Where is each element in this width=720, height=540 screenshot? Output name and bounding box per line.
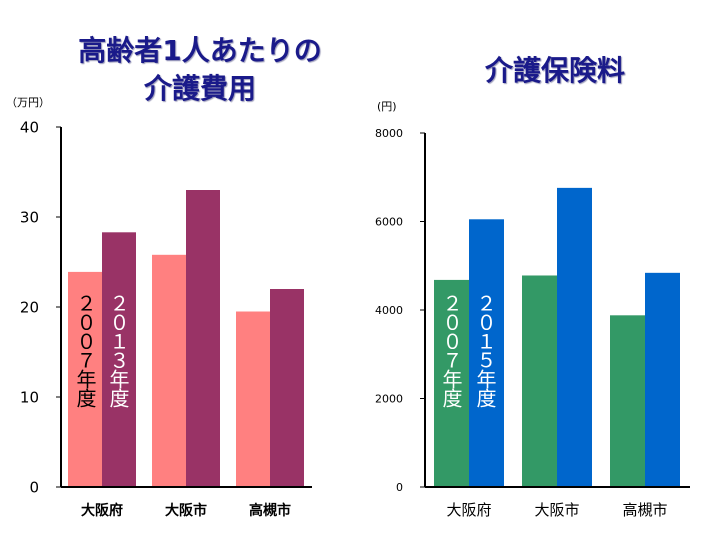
cost-title-line2: 介護費用 [143, 72, 256, 105]
cost-bar-2-1 [102, 232, 136, 487]
cost-y-tick-label: 0 [29, 478, 39, 496]
premium-chart-title: 介護保険料 [484, 54, 625, 87]
cost-bar-1-2 [152, 254, 186, 487]
cost-series-1-label: ２００７年度 [73, 293, 97, 407]
cost-series-2-label: ２０１３年度 [106, 293, 130, 407]
cost-chart-title: 高齢者1人あたりの 介護費用 [40, 32, 360, 108]
cost-title-line1: 高齢者1人あたりの [78, 34, 322, 67]
premium-bar-1-3 [610, 315, 645, 487]
cost-y-tick-label: 30 [20, 208, 39, 226]
cost-unit-label: （万円） [6, 96, 50, 109]
cost-y-tick-label: 20 [20, 298, 39, 316]
cost-bar-1-1 [68, 271, 102, 487]
premium-category-label: 大阪府 [446, 501, 491, 519]
premium-y-tick-label: 2000 [375, 392, 403, 405]
premium-bar-2-1 [469, 219, 504, 487]
premium-category-label: 大阪市 [534, 501, 579, 519]
premium-y-tick-label: 8000 [375, 127, 403, 140]
premium-y-tick-label: 4000 [375, 304, 403, 317]
cost-bar-2-3 [270, 289, 304, 487]
cost-y-tick-label: 10 [20, 388, 39, 406]
premium-bar-2-3 [645, 272, 680, 487]
premium-bar-2-2 [557, 187, 592, 487]
premium-unit-label: (円) [377, 100, 397, 113]
premium-series-1-label: ２００７年度 [439, 293, 463, 407]
cost-category-label: 高槻市 [249, 502, 291, 519]
cost-bar-2-2 [186, 190, 220, 487]
premium-y-tick-label: 6000 [375, 215, 403, 228]
premium-y-tick-label: 0 [396, 481, 403, 494]
cost-bar-1-3 [236, 311, 270, 487]
premium-bar-1-1 [434, 279, 469, 487]
premium-bar-1-2 [522, 275, 557, 487]
cost-y-tick-label: 40 [20, 118, 39, 136]
cost-category-label: 大阪市 [165, 502, 207, 519]
cost-category-label: 大阪府 [81, 502, 123, 519]
premium-category-label: 高槻市 [622, 501, 667, 519]
premium-series-2-label: ２０１５年度 [473, 293, 497, 407]
